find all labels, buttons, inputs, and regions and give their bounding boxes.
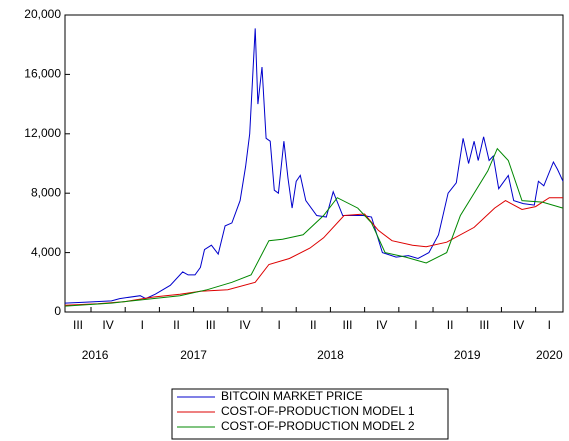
year-label: 2016 [82,348,109,362]
x-tick-label: III [343,318,353,332]
year-label: 2020 [536,348,563,362]
x-tick-label: III [206,318,216,332]
x-tick-label: IV [239,318,250,332]
series-line [64,197,563,306]
x-tick-label: IV [102,318,113,332]
x-tick-label: IV [376,318,387,332]
series-line [64,28,564,304]
plot-frame [64,14,564,313]
legend-box [171,388,449,440]
x-tick-label: III [73,318,83,332]
series-line [64,147,564,307]
x-tick-label: II [447,318,454,332]
y-tick-label: 16,000 [24,67,61,81]
x-tick-label: II [173,318,180,332]
legend-label: BITCOIN MARKET PRICE [221,389,363,403]
y-tick-label: 12,000 [24,126,61,140]
x-tick-label: I [141,318,144,332]
year-label: 2017 [180,348,207,362]
legend-label: COST-OF-PRODUCTION MODEL 2 [221,419,415,433]
year-label: 2019 [454,348,481,362]
year-label: 2018 [317,348,344,362]
y-tick-label: 4,000 [31,245,61,259]
legend-label: COST-OF-PRODUCTION MODEL 1 [221,404,415,418]
x-tick-label: I [277,318,280,332]
x-tick-label: I [414,318,417,332]
y-tick-label: 20,000 [24,7,61,21]
x-tick-label: IV [513,318,524,332]
x-tick-label: II [310,318,317,332]
y-tick-label: 0 [54,304,61,318]
y-tick-label: 8,000 [31,185,61,199]
x-tick-label: I [548,318,551,332]
x-tick-label: III [479,318,489,332]
